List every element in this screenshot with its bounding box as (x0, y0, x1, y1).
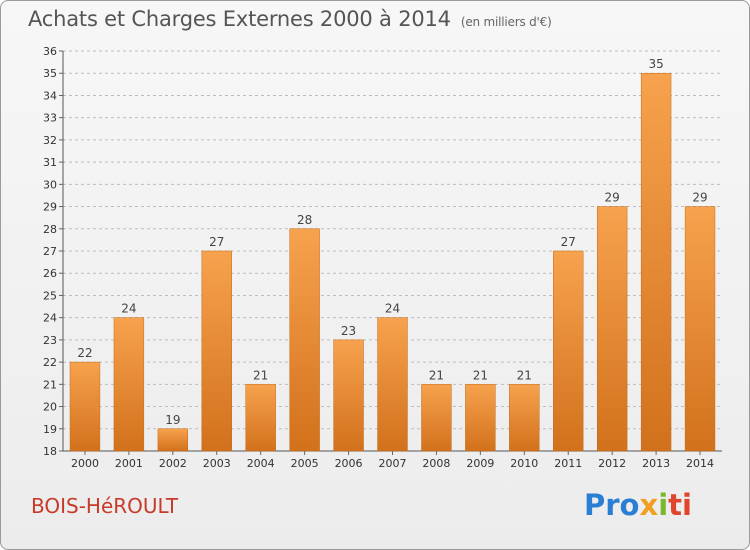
value-label-2012: 29 (605, 191, 620, 205)
x-tick-label-2001: 2001 (115, 457, 143, 470)
value-label-2003: 27 (209, 235, 224, 249)
value-label-2009: 21 (473, 368, 488, 382)
bar-2006 (333, 339, 364, 452)
y-tick-label: 29 (43, 201, 57, 214)
y-tick-label: 36 (43, 45, 57, 58)
x-tick-labels: 2000 2001 2002 2003 2004 2005 2006 2007 2008 2009… (71, 451, 714, 470)
value-label-2002: 19 (165, 413, 180, 427)
y-tick-label: 34 (43, 89, 57, 102)
x-tick-label-2014: 2014 (686, 457, 714, 470)
bar-2000 (69, 361, 101, 452)
value-label-2000: 22 (77, 346, 92, 360)
value-label-2005: 28 (297, 213, 312, 227)
y-tick-label: 21 (43, 378, 57, 391)
y-tick-label: 33 (43, 112, 57, 125)
y-tick-label: 23 (43, 334, 57, 347)
y-tick-labels: 18 19 20 21 22 23 24 25 26 27 28 29 30 31 32 33 34 35 36 (43, 45, 57, 458)
x-tick-label-2010: 2010 (510, 457, 538, 470)
value-label-2006: 23 (341, 324, 356, 338)
logo-part: Pro (584, 488, 640, 522)
bar-2001 (113, 317, 145, 452)
bar-2013 (640, 72, 672, 452)
logo-part: i (658, 488, 669, 522)
value-label-2007: 24 (385, 302, 400, 316)
x-tick-label-2013: 2013 (642, 457, 670, 470)
value-label-2013: 35 (648, 57, 663, 71)
value-label-2001: 24 (121, 302, 136, 316)
x-tick-label-2006: 2006 (335, 457, 363, 470)
y-tick-label: 32 (43, 134, 57, 147)
value-labels: 22 24 19 27 21 28 23 24 21 21 21 27 29 35 29 (77, 57, 707, 427)
bar-2004 (245, 384, 276, 452)
y-tick-label: 30 (43, 178, 57, 191)
title-text: Achats et Charges Externes 2000 à 2014 (28, 7, 451, 31)
x-tick-label-2003: 2003 (203, 457, 231, 470)
bar-2010 (509, 384, 540, 452)
y-tick-label: 22 (43, 356, 57, 369)
proxiti-logo[interactable]: Proxiti (584, 488, 692, 522)
bars (69, 72, 716, 452)
bar-2012 (596, 206, 628, 452)
x-tick-label-2012: 2012 (598, 457, 626, 470)
city-name: BOIS-HéROULT (31, 494, 179, 518)
y-tick-label: 26 (43, 267, 57, 280)
logo-part: ti (668, 488, 692, 522)
bar-2005 (289, 228, 320, 452)
value-label-2011: 27 (561, 235, 576, 249)
x-tick-label-2011: 2011 (554, 457, 582, 470)
bar-2008 (421, 384, 452, 452)
y-tick-label: 28 (43, 223, 57, 236)
value-label-2008: 21 (429, 368, 444, 382)
value-label-2014: 29 (692, 191, 707, 205)
x-tick-label-2007: 2007 (379, 457, 407, 470)
bar-2011 (553, 250, 584, 452)
bar-2007 (377, 317, 408, 452)
y-tick-label: 19 (43, 423, 57, 436)
y-tick-label: 35 (43, 67, 57, 80)
y-tick-label: 24 (43, 312, 57, 325)
bar-2002 (157, 428, 189, 452)
chart-title: Achats et Charges Externes 2000 à 2014 (e… (28, 7, 552, 31)
x-tick-label-2009: 2009 (466, 457, 494, 470)
y-tick-label: 25 (43, 289, 57, 302)
x-tick-label-2004: 2004 (247, 457, 275, 470)
y-tick-label: 27 (43, 245, 57, 258)
y-tick-label: 31 (43, 156, 57, 169)
value-label-2010: 21 (517, 368, 532, 382)
x-tick-label-2002: 2002 (159, 457, 187, 470)
logo-part: x (639, 488, 659, 522)
bar-2009 (465, 384, 496, 452)
x-tick-label-2005: 2005 (291, 457, 319, 470)
x-tick-label-2000: 2000 (71, 457, 99, 470)
value-label-2004: 21 (253, 368, 268, 382)
x-tick-label-2008: 2008 (422, 457, 450, 470)
bar-2003 (201, 250, 232, 452)
y-tick-label: 20 (43, 401, 57, 414)
y-tick-label: 18 (43, 445, 57, 458)
chart-unit: (en milliers d'€) (460, 15, 552, 29)
bar-2014 (684, 206, 716, 452)
